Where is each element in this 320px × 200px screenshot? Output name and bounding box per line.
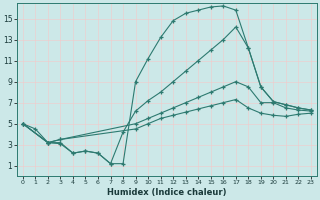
X-axis label: Humidex (Indice chaleur): Humidex (Indice chaleur) [107, 188, 227, 197]
